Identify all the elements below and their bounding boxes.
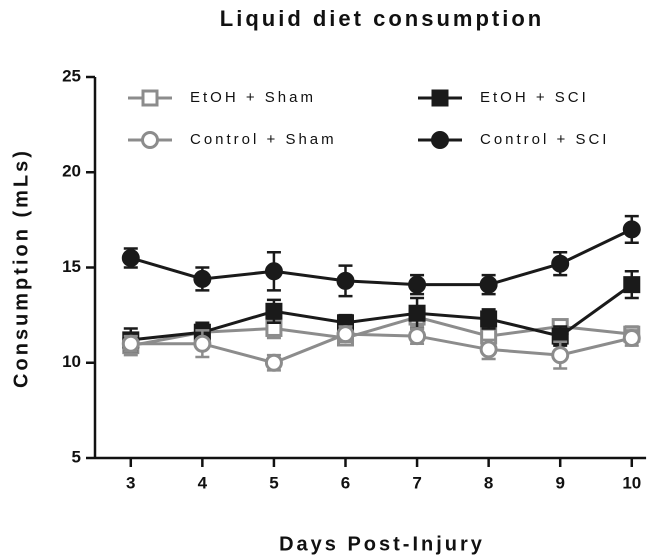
legend-label: EtOH + SCI — [480, 89, 589, 106]
y-axis-label: Consumption (mLs) — [10, 148, 32, 388]
chart-title: Liquid diet consumption — [220, 6, 544, 31]
data-point — [479, 275, 498, 294]
data-point — [336, 325, 355, 344]
x-tick-label: 5 — [269, 473, 278, 492]
x-tick-label: 3 — [126, 473, 135, 492]
data-point — [408, 275, 427, 294]
data-point — [265, 302, 283, 320]
x-tick-label: 7 — [412, 473, 421, 492]
x-tick-label: 4 — [198, 473, 208, 492]
data-point — [623, 276, 641, 294]
data-point — [121, 248, 140, 267]
data-point — [264, 353, 283, 372]
legend-marker — [431, 89, 449, 107]
y-tick-label: 15 — [62, 257, 81, 276]
data-point — [480, 310, 498, 328]
legend-label: Control + Sham — [190, 131, 337, 148]
data-point — [193, 269, 212, 288]
legend-marker — [141, 89, 159, 107]
y-tick-label: 20 — [62, 162, 81, 181]
data-point — [193, 334, 212, 353]
series-line — [130, 315, 632, 348]
series-line — [130, 228, 633, 287]
data-point — [479, 340, 498, 359]
data-point — [622, 328, 641, 347]
x-tick-label: 6 — [341, 473, 350, 492]
legend-marker — [431, 131, 449, 149]
x-axis-label: Days Post-Injury — [279, 533, 485, 555]
data-point — [264, 262, 283, 281]
y-tick-label: 10 — [62, 352, 81, 371]
x-tick-label: 9 — [555, 473, 564, 492]
series-line — [130, 283, 633, 342]
data-point — [121, 334, 140, 353]
data-point — [336, 271, 355, 290]
legend-label: Control + SCI — [480, 131, 609, 148]
series-line — [130, 332, 633, 365]
data-point — [408, 327, 427, 346]
y-tick-label: 25 — [62, 66, 81, 85]
x-tick-label: 8 — [484, 473, 493, 492]
data-point — [622, 220, 641, 239]
data-point — [551, 346, 570, 365]
data-point — [408, 304, 426, 322]
x-tick-label: 10 — [622, 473, 641, 492]
y-tick-label: 5 — [72, 447, 81, 466]
data-point — [551, 254, 570, 273]
legend-marker — [141, 131, 159, 149]
legend-label: EtOH + Sham — [190, 89, 316, 106]
